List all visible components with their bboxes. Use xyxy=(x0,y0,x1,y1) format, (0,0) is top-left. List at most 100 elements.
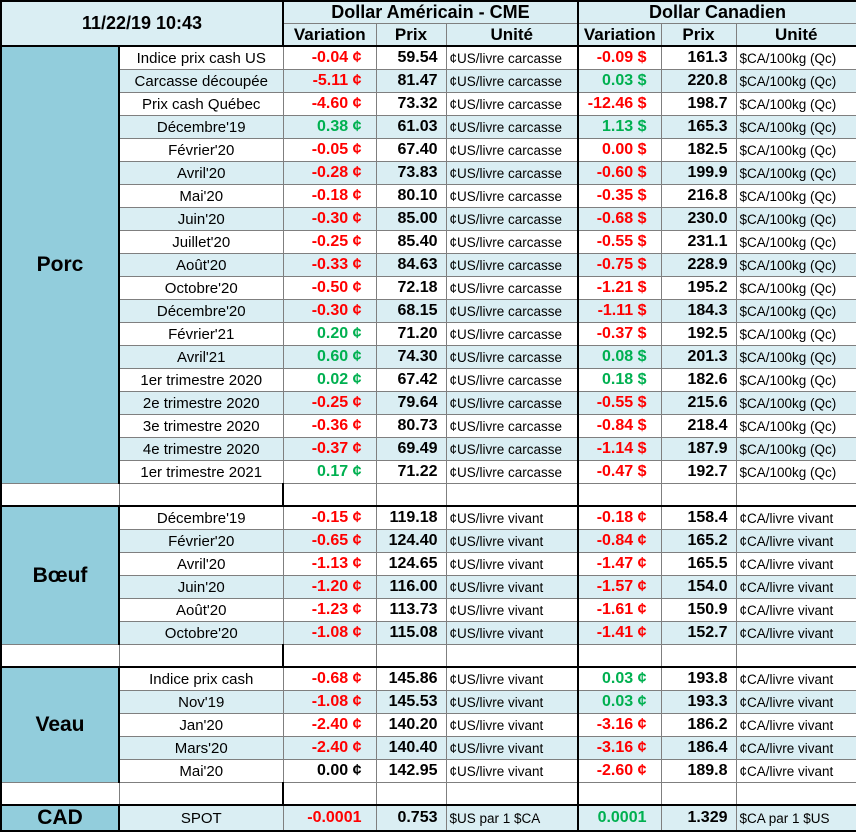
cad-change: -0.75 $ xyxy=(577,253,662,277)
table-row: 3e trimestre 2020 -0.36 ¢ 80.73 ¢US/livre c… xyxy=(1,414,856,438)
blank-cell xyxy=(0,644,120,668)
cad-change: -1.61 ¢ xyxy=(577,598,662,622)
cad-price: 165.5 xyxy=(660,552,737,576)
table-row: Février'21 0.20 ¢ 71.20 ¢US/livre carcasse -… xyxy=(1,322,856,346)
cad-price: 1.329 xyxy=(660,804,737,832)
row-label: Indice prix cash xyxy=(118,666,284,691)
usd-price: 81.47 xyxy=(375,69,447,93)
cad-unit: $CA/100kg (Qc) xyxy=(735,115,856,139)
cad-price: 158.4 xyxy=(660,505,737,530)
usd-price: 140.20 xyxy=(375,713,447,737)
usd-unit: ¢US/livre carcasse xyxy=(445,437,579,461)
cad-unit: $CA par 1 $US xyxy=(735,804,856,832)
usd-price: 61.03 xyxy=(375,115,447,139)
usd-price: 80.10 xyxy=(375,184,447,208)
table-row: Février'20 -0.65 ¢ 124.40 ¢US/livre vivant -… xyxy=(1,529,856,553)
cad-unit: ¢CA/livre vivant xyxy=(735,690,856,714)
blank-cell xyxy=(735,644,856,668)
usd-unit: ¢US/livre vivant xyxy=(445,759,579,783)
cad-change: -0.37 $ xyxy=(577,322,662,346)
table-row: Mai'20 0.00 ¢ 142.95 ¢US/livre vivant -2.60 … xyxy=(1,759,856,783)
row-label: Avril'20 xyxy=(118,161,284,185)
blank-cell xyxy=(445,782,579,806)
table-row: Avril'20 -0.28 ¢ 73.83 ¢US/livre carcasse -0… xyxy=(1,161,856,185)
table-row: Variation Prix Unité Variation Prix Unité xyxy=(1,23,856,47)
cad-change: -0.55 $ xyxy=(577,230,662,254)
blank-cell xyxy=(577,644,662,668)
table-row: Avril'21 0.60 ¢ 74.30 ¢US/livre carcasse 0.0… xyxy=(1,345,856,369)
usd-price: 85.00 xyxy=(375,207,447,231)
usd-change: -0.28 ¢ xyxy=(282,161,377,185)
row-label: Octobre'20 xyxy=(118,621,284,645)
table-row: Août'20 -1.23 ¢ 113.73 ¢US/livre vivant -1.6… xyxy=(1,598,856,622)
column-header: Prix xyxy=(660,23,737,47)
row-label: Février'20 xyxy=(118,138,284,162)
usd-unit: ¢US/livre vivant xyxy=(445,713,579,737)
cad-unit: $CA/100kg (Qc) xyxy=(735,230,856,254)
cad-unit: $CA/100kg (Qc) xyxy=(735,460,856,484)
cad-change: -3.16 ¢ xyxy=(577,736,662,760)
row-label: Décembre'19 xyxy=(118,505,284,530)
usd-unit: ¢US/livre carcasse xyxy=(445,69,579,93)
cad-unit: ¢CA/livre vivant xyxy=(735,505,856,530)
table-row: Octobre'20 -0.50 ¢ 72.18 ¢US/livre carcasse… xyxy=(1,276,856,300)
cad-price: 193.3 xyxy=(660,690,737,714)
cad-price: 165.3 xyxy=(660,115,737,139)
cad-price: 195.2 xyxy=(660,276,737,300)
usd-change: 0.00 ¢ xyxy=(282,759,377,783)
row-label: Juin'20 xyxy=(118,575,284,599)
table-row: CAD SPOT -0.0001 0.753 $US par 1 $CA 0.0001 1.… xyxy=(0,804,856,832)
cad-unit: ¢CA/livre vivant xyxy=(735,666,856,691)
cad-unit: ¢CA/livre vivant xyxy=(735,575,856,599)
usd-price: 73.32 xyxy=(375,92,447,116)
usd-price: 124.40 xyxy=(375,529,447,553)
column-header: Unité xyxy=(445,23,579,47)
usd-unit: ¢US/livre carcasse xyxy=(445,276,579,300)
cad-change: -0.18 ¢ xyxy=(577,505,662,530)
row-label: Février'21 xyxy=(118,322,284,346)
usd-unit: ¢US/livre carcasse xyxy=(445,230,579,254)
usd-change: -0.25 ¢ xyxy=(282,230,377,254)
cad-unit: $CA/100kg (Qc) xyxy=(735,184,856,208)
table-row: Octobre'20 -1.08 ¢ 115.08 ¢US/livre vivant -… xyxy=(1,621,856,645)
usd-change: -0.33 ¢ xyxy=(282,253,377,277)
cad-change: 1.13 $ xyxy=(577,115,662,139)
cad-price: 189.8 xyxy=(660,759,737,783)
row-label: Nov'19 xyxy=(118,690,284,714)
cad-unit: $CA/100kg (Qc) xyxy=(735,322,856,346)
usd-price: 79.64 xyxy=(375,391,447,415)
cad-price: 199.9 xyxy=(660,161,737,185)
section-name: Veau xyxy=(0,666,120,783)
table-row: Carcasse découpée -5.11 ¢ 81.47 ¢US/livre c… xyxy=(1,69,856,93)
section-name: Bœuf xyxy=(0,505,120,645)
usd-price: 72.18 xyxy=(375,276,447,300)
cad-unit: $CA/100kg (Qc) xyxy=(735,207,856,231)
usd-price: 71.22 xyxy=(375,460,447,484)
cad-change: -0.35 $ xyxy=(577,184,662,208)
cad-unit: ¢CA/livre vivant xyxy=(735,552,856,576)
blank-cell xyxy=(660,782,737,806)
usd-price: 73.83 xyxy=(375,161,447,185)
usd-change: -1.20 ¢ xyxy=(282,575,377,599)
table-row: Bœuf Décembre'19 -0.15 ¢ 119.18 ¢US/livre vi… xyxy=(0,505,856,645)
usd-change: -1.23 ¢ xyxy=(282,598,377,622)
usd-price: 140.40 xyxy=(375,736,447,760)
row-label: Prix cash Québec xyxy=(118,92,284,116)
blank-cell xyxy=(118,644,284,668)
row-label: Jan'20 xyxy=(118,713,284,737)
blank-cell xyxy=(577,483,662,507)
cad-change: -1.41 ¢ xyxy=(577,621,662,645)
usd-change: -0.04 ¢ xyxy=(282,45,377,70)
cad-price: 152.7 xyxy=(660,621,737,645)
cad-price: 215.6 xyxy=(660,391,737,415)
cad-price: 182.6 xyxy=(660,368,737,392)
usd-change: -0.36 ¢ xyxy=(282,414,377,438)
usd-change: -0.25 ¢ xyxy=(282,391,377,415)
usd-unit: ¢US/livre vivant xyxy=(445,666,579,691)
row-label: Avril'20 xyxy=(118,552,284,576)
table-row xyxy=(0,483,856,507)
cad-change: -0.47 $ xyxy=(577,460,662,484)
usd-price: 68.15 xyxy=(375,299,447,323)
row-label: 1er trimestre 2021 xyxy=(118,460,284,484)
